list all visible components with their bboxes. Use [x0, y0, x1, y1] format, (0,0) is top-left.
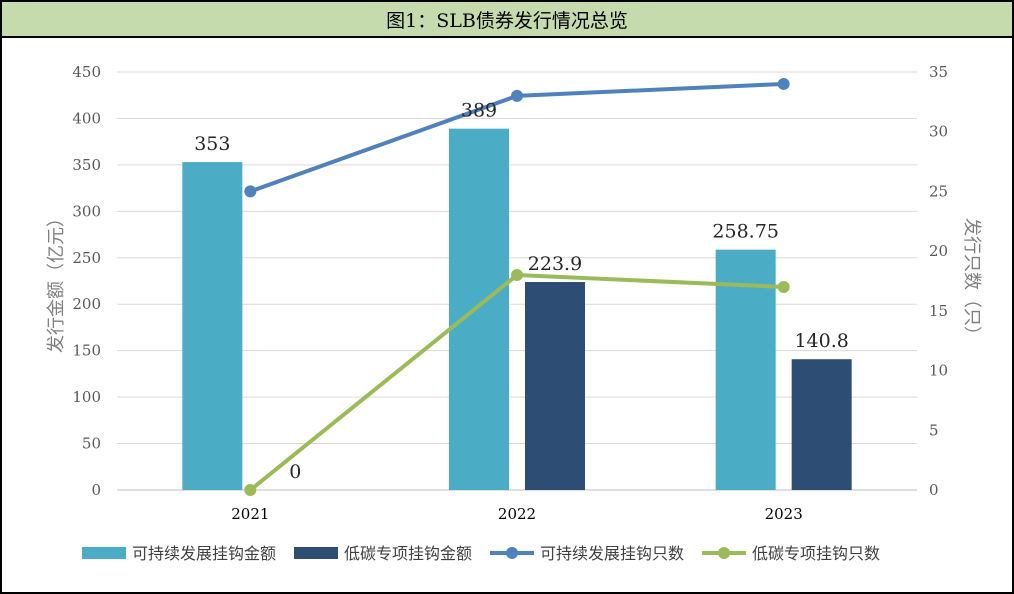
legend-label: 可持续发展挂钩只数	[540, 544, 684, 563]
y-left-tick-label: 400	[72, 109, 101, 127]
bar	[182, 162, 243, 490]
bar	[525, 282, 585, 490]
bar-data-label: 389	[461, 100, 497, 122]
y-left-tick-label: 50	[82, 435, 101, 453]
y-left-tick-label: 450	[72, 63, 101, 81]
x-tick-label: 2021	[231, 505, 269, 523]
x-tick-label: 2023	[765, 505, 803, 523]
bar-data-label: 223.9	[528, 253, 582, 275]
line-point	[244, 484, 257, 496]
y-left-tick-label: 0	[91, 481, 101, 499]
series-line	[249, 273, 784, 492]
line-point	[511, 89, 523, 102]
legend-marker	[506, 547, 519, 559]
bar	[791, 359, 852, 490]
legend-swatch	[294, 547, 339, 559]
bar	[715, 249, 776, 490]
y-left-tick-label: 300	[72, 202, 101, 220]
legend-label: 低碳专项挂钩只数	[752, 544, 880, 563]
bar-data-label: 258.75	[712, 221, 778, 243]
y-right-tick-label: 30	[929, 123, 948, 141]
y-left-tick-label: 250	[72, 249, 101, 267]
bar-data-label: 353	[194, 133, 230, 155]
y-right-tick-label: 25	[929, 182, 948, 200]
chart-title: 图1：SLB债券发行情况总览	[2, 2, 1012, 38]
y-left-tick-label: 150	[72, 342, 101, 360]
bar-data-label: 0	[289, 461, 301, 483]
y-right-axis-title: 发行只数（只）	[961, 218, 982, 344]
x-tick-label: 2022	[498, 505, 536, 523]
y-right-tick-label: 20	[929, 242, 948, 260]
line-point	[777, 280, 790, 293]
y-right-tick-label: 35	[929, 63, 948, 81]
y-right-tick-label: 5	[929, 421, 939, 439]
bar-data-label: 140.8	[794, 330, 848, 352]
line-point	[244, 185, 257, 198]
legend-label: 低碳专项挂钩金额	[344, 544, 472, 563]
y-right-tick-label: 15	[929, 302, 948, 320]
y-left-tick-label: 200	[72, 295, 101, 313]
line-point	[511, 269, 523, 282]
bar	[449, 128, 509, 490]
legend-label: 可持续发展挂钩金额	[132, 544, 276, 563]
y-right-tick-label: 0	[929, 481, 939, 499]
y-right-tick-label: 10	[929, 362, 948, 380]
legend-swatch	[82, 547, 126, 559]
y-left-axis-title: 发行金额（亿元）	[46, 209, 67, 353]
line-point	[777, 77, 790, 90]
legend-marker	[718, 547, 731, 559]
y-left-tick-label: 100	[72, 388, 101, 406]
y-left-tick-label: 350	[72, 156, 101, 174]
